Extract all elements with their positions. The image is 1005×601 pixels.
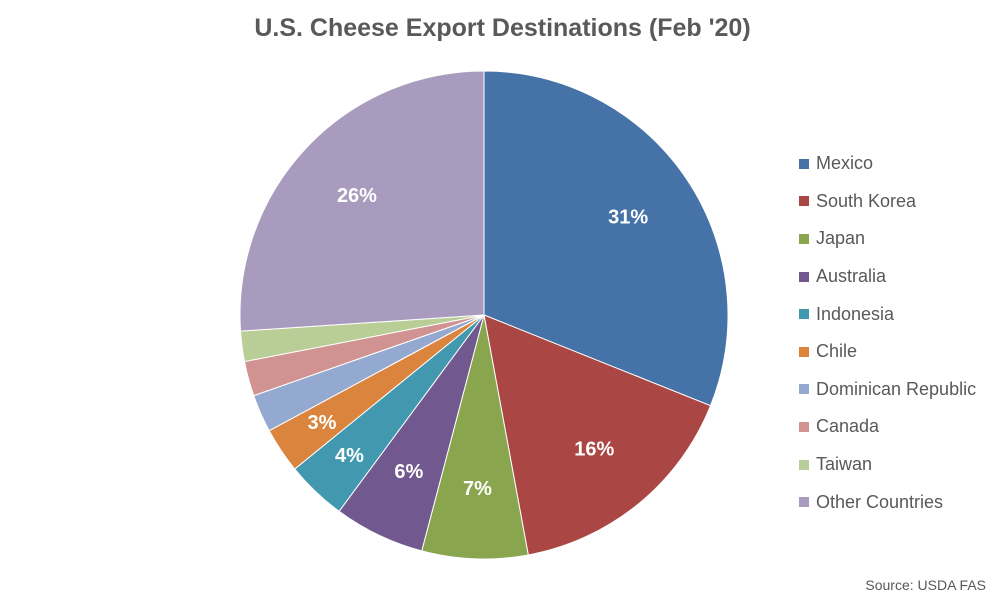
data-label-chile: 3% — [307, 412, 336, 434]
pie-slice-other-countries — [239, 70, 485, 332]
legend-swatch — [799, 346, 809, 357]
legend-item-chile: Chile — [799, 333, 976, 371]
data-label-australia: 6% — [394, 461, 423, 483]
legend-item-australia: Australia — [799, 258, 976, 296]
legend-label: Taiwan — [816, 454, 873, 475]
legend-label: Canada — [816, 416, 880, 437]
legend-swatch — [799, 233, 809, 244]
legend-label: Other Countries — [816, 491, 944, 512]
legend-item-canada: Canada — [799, 408, 976, 446]
data-label-south-korea: 16% — [574, 439, 614, 461]
legend-label: Indonesia — [816, 303, 895, 324]
legend-label: South Korea — [816, 190, 917, 211]
legend-swatch — [799, 309, 809, 320]
legend-swatch — [799, 271, 809, 282]
legend-label: Japan — [816, 228, 866, 249]
legend-item-indonesia: Indonesia — [799, 295, 976, 333]
legend-item-japan: Japan — [799, 220, 976, 258]
source-note: Source: USDA FAS — [865, 577, 986, 593]
legend: Mexico South Korea Japan Australia Indonesia… — [799, 145, 976, 521]
legend-swatch — [799, 384, 809, 395]
data-label-mexico: 31% — [608, 206, 648, 228]
legend-label: Mexico — [816, 153, 874, 174]
data-label-indonesia: 4% — [335, 445, 364, 467]
legend-swatch — [799, 421, 809, 432]
legend-label: Australia — [816, 266, 887, 287]
legend-item-taiwan: Taiwan — [799, 446, 976, 484]
pie-slice-mexico — [483, 70, 729, 407]
legend-label: Dominican Republic — [816, 378, 977, 399]
pie-slice-japan — [421, 314, 529, 560]
data-label-other-countries: 26% — [337, 185, 377, 207]
data-label-japan: 7% — [463, 478, 492, 500]
legend-swatch — [799, 196, 809, 207]
chart-title: U.S. Cheese Export Destinations (Feb '20… — [254, 14, 751, 42]
pie-slice-south-korea — [483, 314, 712, 556]
legend-item-south-korea: South Korea — [799, 183, 976, 221]
legend-item-other-countries: Other Countries — [799, 483, 976, 521]
legend-item-dominican-republic: Dominican Republic — [799, 371, 976, 409]
legend-swatch — [799, 158, 809, 169]
legend-item-mexico: Mexico — [799, 145, 976, 183]
legend-swatch — [799, 459, 809, 470]
legend-label: Chile — [816, 341, 858, 362]
legend-swatch — [799, 497, 809, 508]
